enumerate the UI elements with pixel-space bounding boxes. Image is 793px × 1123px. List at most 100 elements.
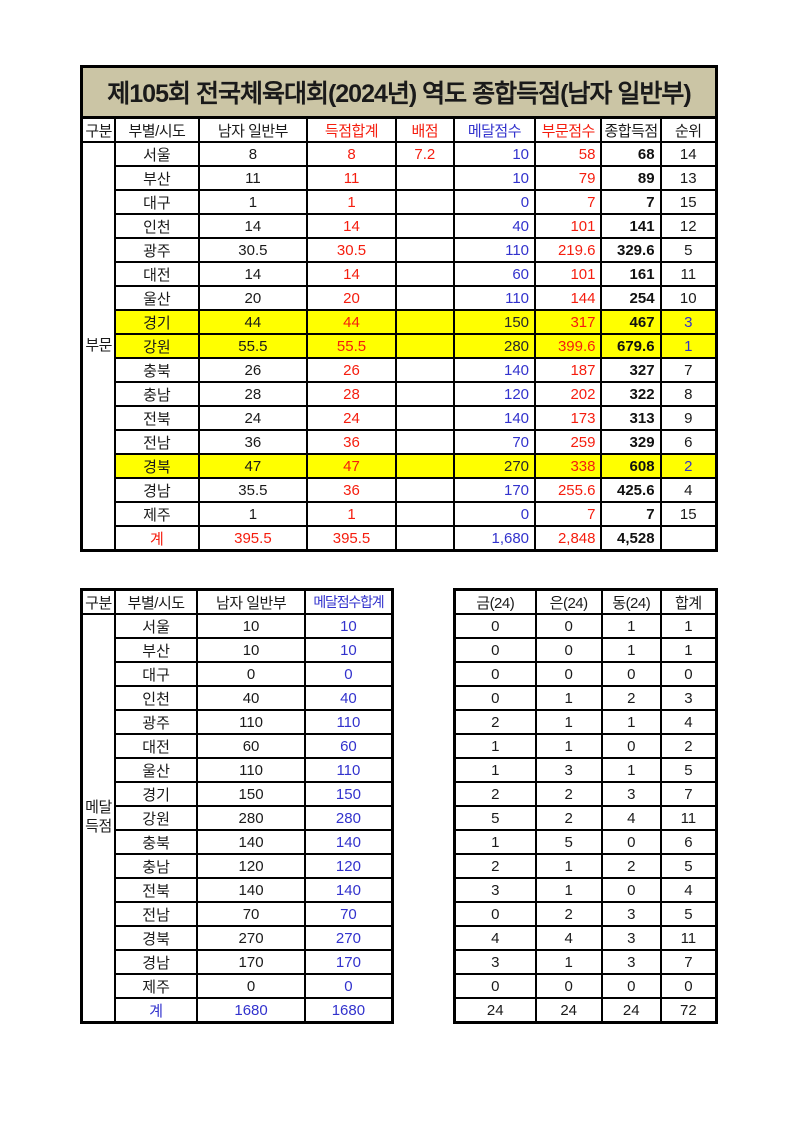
column-header: 합계: [659, 588, 718, 615]
cell-overall-score: 68: [600, 141, 662, 167]
cell-sido: 경남: [113, 949, 199, 975]
cell-gold-count: 2: [453, 853, 537, 879]
cell-medal-total: 11: [659, 805, 718, 831]
cell-baejeom: [394, 525, 455, 552]
cell-sido: 충남: [113, 853, 199, 879]
cell-sido: 울산: [113, 757, 199, 783]
cell-bumun-score: 202: [534, 381, 603, 407]
cell-bumun-score: 259: [534, 429, 603, 455]
overall-score-table: 구분 부별/시도 남자 일반부 득점합계 배점 메달점수 부문점수 종합득점 순위 부문 서울 8 8…: [80, 116, 718, 552]
cell-sido: 부산: [113, 637, 199, 663]
cell-overall-score: 329: [600, 429, 662, 455]
cell-bronze-count: 0: [600, 661, 662, 687]
cell-baejeom: [394, 189, 455, 215]
cell-rank: 14: [659, 141, 718, 167]
cell-mens-general: 24: [197, 405, 309, 431]
cell-bronze-count: 1: [600, 709, 662, 735]
cell-bronze-count: 1: [600, 637, 662, 663]
cell-gold-count: 1: [453, 829, 537, 855]
cell-silver-count: 4: [534, 925, 603, 951]
cell-rank: 1: [659, 333, 718, 359]
table-row: 경남 35.5 36 170 255.6 425.6 4: [82, 477, 718, 503]
table-row: 제주 0 0: [82, 973, 394, 999]
cell-score-sum: 47: [306, 453, 397, 479]
cell-mens-general: 140: [196, 829, 306, 855]
cell-bronze-count: 1: [600, 613, 662, 639]
cell-gold-count: 3: [453, 877, 537, 903]
cell-sido: 대구: [114, 189, 200, 215]
cell-gold-count: 4: [453, 925, 537, 951]
cell-sido: 충남: [114, 381, 200, 407]
cell-medal-score: 280: [452, 333, 537, 359]
cell-mens-general: 40: [196, 685, 306, 711]
cell-baejeom: [394, 381, 455, 407]
cell-sido: 인천: [113, 685, 199, 711]
table-row: 부산 11 11 10 79 89 13: [82, 165, 718, 191]
cell-rank: 6: [659, 429, 718, 455]
cell-silver-count: 0: [534, 661, 603, 687]
cell-score-sum: 28: [306, 381, 397, 407]
cell-bumun-score: 255.6: [534, 477, 603, 503]
cell-mens-general: 395.5: [197, 525, 309, 552]
cell-sido: 경기: [114, 309, 200, 335]
cell-medal-score-sum: 70: [303, 901, 394, 927]
cell-medal-score: 140: [452, 405, 537, 431]
table-row: 계 1680 1680: [82, 997, 394, 1024]
cell-medal-score: 150: [452, 309, 537, 335]
cell-mens-general: 120: [196, 853, 306, 879]
cell-overall-score: 7: [600, 189, 662, 215]
cell-sido: 충북: [114, 357, 200, 383]
cell-overall-score: 313: [600, 405, 662, 431]
cell-medal-total: 3: [659, 685, 718, 711]
cell-mens-general: 10: [196, 613, 306, 639]
cell-bumun-score: 399.6: [534, 333, 603, 359]
cell-baejeom: [394, 213, 455, 239]
cell-bronze-count: 3: [600, 901, 662, 927]
cell-bumun-score: 317: [534, 309, 603, 335]
table-row: 강원 55.5 55.5 280 399.6 679.6 1: [82, 333, 718, 359]
table-row: 충북 26 26 140 187 327 7: [82, 357, 718, 383]
cell-rank: 8: [659, 381, 718, 407]
group-label-line: 득점: [85, 818, 112, 835]
cell-silver-count: 24: [534, 997, 603, 1024]
table-row: 전북 24 24 140 173 313 9: [82, 405, 718, 431]
cell-medal-total: 0: [659, 973, 718, 999]
cell-bronze-count: 3: [600, 949, 662, 975]
cell-baejeom: [394, 165, 455, 191]
cell-sido: 대전: [113, 733, 199, 759]
table-row: 전남 70 70: [82, 901, 394, 927]
cell-medal-score-sum: 140: [303, 877, 394, 903]
cell-rank: 7: [659, 357, 718, 383]
cell-baejeom: [394, 477, 455, 503]
cell-gold-count: 0: [453, 613, 537, 639]
cell-mens-general: 0: [196, 661, 306, 687]
cell-mens-general: 270: [196, 925, 306, 951]
column-header: 메달점수: [452, 116, 537, 143]
cell-medal-total: 7: [659, 949, 718, 975]
cell-medal-score: 0: [452, 189, 537, 215]
cell-score-sum: 11: [306, 165, 397, 191]
cell-medal-score: 170: [452, 477, 537, 503]
table-row: 부산 10 10: [82, 637, 394, 663]
cell-gold-count: 1: [453, 733, 537, 759]
cell-score-sum: 44: [306, 309, 397, 335]
cell-baejeom: [394, 261, 455, 287]
cell-silver-count: 1: [534, 877, 603, 903]
cell-medal-score: 40: [452, 213, 537, 239]
cell-medal-score-sum: 170: [303, 949, 394, 975]
cell-mens-general: 55.5: [197, 333, 309, 359]
cell-gold-count: 24: [453, 997, 537, 1024]
cell-medal-total: 5: [659, 901, 718, 927]
cell-bronze-count: 3: [600, 781, 662, 807]
cell-medal-score: 110: [452, 237, 537, 263]
table-row: 전북 140 140: [82, 877, 394, 903]
cell-rank: 11: [659, 261, 718, 287]
column-header: 종합득점: [600, 116, 662, 143]
column-header: 득점합계: [306, 116, 397, 143]
table-row: 4 4 3 11: [453, 925, 718, 951]
column-header: 부별/시도: [113, 588, 199, 615]
cell-mens-general: 1680: [196, 997, 306, 1024]
